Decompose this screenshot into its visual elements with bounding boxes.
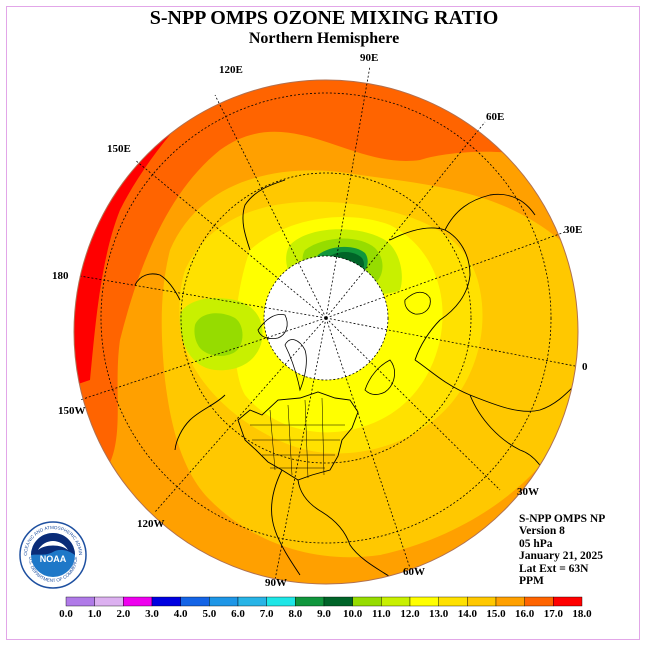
lon-label-30w: 30W bbox=[517, 486, 539, 498]
lon-label-120w: 120W bbox=[137, 518, 165, 530]
colorbar-swatch bbox=[352, 596, 382, 607]
colorbar-tick-label: 0.0 bbox=[59, 608, 73, 620]
colorbar-tick-label: 8.0 bbox=[288, 608, 302, 620]
colorbar-swatch bbox=[94, 596, 124, 607]
colorbar-tick-label: 3.0 bbox=[145, 608, 159, 620]
colorbar-swatch bbox=[151, 596, 181, 607]
colorbar-tick-label: 6.0 bbox=[231, 608, 245, 620]
colorbar-swatch bbox=[180, 596, 210, 607]
colorbar: 0.0 1.0 2.0 3.0 4.0 5.0 6.0 7.0 8.0 9.0 10.0 11.0 12… bbox=[59, 596, 592, 620]
colorbar-swatch bbox=[237, 596, 267, 607]
colorbar-swatch bbox=[438, 596, 468, 607]
ozone-field bbox=[74, 80, 578, 584]
colorbar-swatch bbox=[65, 596, 95, 607]
colorbar-tick-label: 16.0 bbox=[515, 608, 535, 620]
info-lat-ext: Lat Ext = 63N bbox=[519, 562, 589, 575]
map-title: S-NPP OMPS OZONE MIXING RATIO bbox=[149, 7, 499, 29]
noaa-logo: NATIONAL OCEANIC AND ATMOSPHERIC ADMINIS… bbox=[16, 516, 88, 590]
lon-label-0: 0 bbox=[582, 361, 588, 373]
colorbar-tick-label: 17.0 bbox=[544, 608, 564, 620]
lon-label-180: 180 bbox=[52, 270, 69, 282]
colorbar-swatch bbox=[295, 596, 325, 607]
colorbar-swatch bbox=[409, 596, 439, 607]
colorbar-tick-label: 4.0 bbox=[174, 608, 188, 620]
lon-label-150w: 150W bbox=[58, 405, 86, 417]
colorbar-swatch bbox=[381, 596, 411, 607]
colorbar-tick-label: 2.0 bbox=[116, 608, 130, 620]
colorbar-tick-label: 7.0 bbox=[260, 608, 274, 620]
colorbar-swatch bbox=[524, 596, 554, 607]
colorbar-tick-label: 5.0 bbox=[202, 608, 216, 620]
colorbar-swatch bbox=[266, 596, 296, 607]
lon-label-30e: 30E bbox=[564, 224, 582, 236]
lon-label-90w: 90W bbox=[265, 577, 287, 589]
colorbar-swatch bbox=[467, 596, 497, 607]
logo-text: NOAA bbox=[40, 554, 67, 564]
info-block: S-NPP OMPS NP Version 8 05 hPa January 2… bbox=[519, 513, 605, 587]
colorbar-swatch bbox=[553, 596, 583, 607]
state-borders bbox=[250, 397, 345, 479]
colorbar-swatch bbox=[209, 596, 239, 607]
colorbar-tick-label: 1.0 bbox=[88, 608, 102, 620]
colorbar-tick-label: 9.0 bbox=[317, 608, 331, 620]
colorbar-swatch bbox=[123, 596, 153, 607]
info-units: PPM bbox=[519, 575, 544, 588]
colorbar-tick-label: 15.0 bbox=[486, 608, 506, 620]
lon-label-60e: 60E bbox=[486, 111, 504, 123]
graticule bbox=[79, 65, 576, 581]
colorbar-tick-label: 10.0 bbox=[343, 608, 363, 620]
lon-label-90e: 90E bbox=[360, 52, 378, 64]
colorbar-tick-label: 18.0 bbox=[572, 608, 592, 620]
colorbar-swatch bbox=[323, 596, 353, 607]
colorbar-tick-label: 11.0 bbox=[372, 608, 391, 620]
colorbar-swatch bbox=[495, 596, 525, 607]
info-date: January 21, 2025 bbox=[519, 550, 604, 563]
lon-label-150e: 150E bbox=[107, 143, 131, 155]
lon-label-120e: 120E bbox=[219, 64, 243, 76]
map-subtitle: Northern Hemisphere bbox=[248, 30, 400, 47]
colorbar-tick-label: 14.0 bbox=[458, 608, 478, 620]
colorbar-tick-label: 13.0 bbox=[429, 608, 449, 620]
page-frame bbox=[6, 6, 640, 640]
info-level: 05 hPa bbox=[519, 537, 553, 550]
info-version: Version 8 bbox=[519, 525, 565, 538]
colorbar-tick-label: 12.0 bbox=[400, 608, 420, 620]
lon-label-60w: 60W bbox=[403, 566, 425, 578]
map-boundary bbox=[73, 79, 579, 585]
info-instrument: S-NPP OMPS NP bbox=[519, 513, 606, 525]
